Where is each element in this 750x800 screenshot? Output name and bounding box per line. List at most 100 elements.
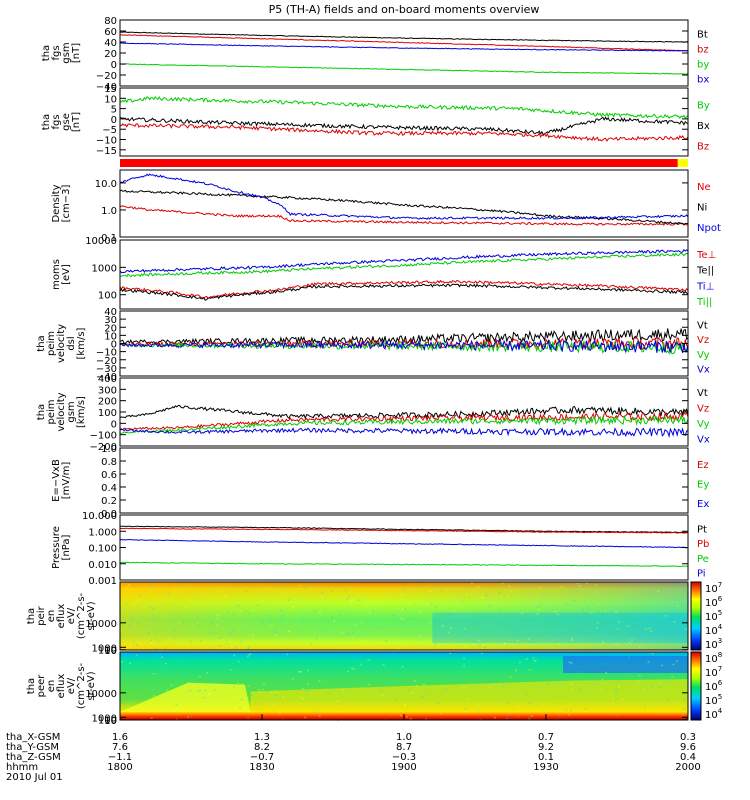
y-axis-label: gsm — [61, 42, 72, 63]
colorbar-label: 103 — [705, 637, 722, 651]
series-vy — [119, 414, 689, 434]
y-axis-label: tha — [41, 45, 52, 61]
flag-segment-1 — [677, 159, 688, 167]
x-row-value: 0.3 — [680, 732, 696, 743]
x-row-value: 8.7 — [396, 742, 412, 753]
panel-frame — [119, 377, 689, 447]
y-tick-label: 1000 — [92, 643, 117, 654]
x-row-value: 1900 — [391, 762, 416, 773]
panel-4: 10000 1000 100 moms [eV] Te⊥ Te|| Ti⊥ Ti|| — [51, 236, 716, 310]
panel-frame — [119, 447, 689, 514]
x-row-value: 8.2 — [254, 742, 270, 753]
y-tick-label: 0 — [111, 60, 117, 71]
y-tick-label: 40 — [104, 38, 117, 49]
y-axis-label: peer — [36, 674, 47, 698]
colorbar-label: 105 — [705, 693, 722, 707]
series-ti — [119, 248, 689, 274]
y-tick-label: 0.100 — [88, 544, 117, 555]
y-tick-label: 100 — [98, 716, 117, 727]
y-axis-label: eV/ — [66, 607, 77, 624]
legend-entry: Npot — [697, 223, 721, 234]
y-axis-label: peim — [46, 331, 57, 356]
series-vz — [119, 337, 689, 351]
y-tick-label: −30 — [96, 364, 117, 375]
y-axis-label: tha — [41, 114, 52, 130]
y-axis-label: tha — [36, 404, 47, 420]
y-axis-label: fgs — [51, 45, 62, 60]
colorbar-label: 106 — [705, 595, 723, 609]
x-row-value: 9.6 — [680, 742, 696, 753]
series-bt — [119, 31, 689, 43]
series-by — [119, 96, 689, 120]
legend-entry: Vt — [697, 320, 708, 331]
y-axis-label: Pressure — [51, 526, 62, 569]
legend-entry: Ex — [697, 499, 709, 510]
panel-frame — [119, 87, 689, 157]
y-axis-label: tha — [36, 335, 47, 351]
legend-entry: Ni — [697, 203, 707, 214]
y-axis-label: velocity — [56, 324, 67, 363]
series-ni — [119, 189, 689, 226]
y-tick-label: 80 — [104, 16, 117, 27]
x-row-value: −0.7 — [250, 752, 274, 763]
spectrogram-early-band — [120, 682, 251, 712]
spectrogram-shading — [120, 582, 688, 650]
y-axis-label: en — [46, 610, 57, 623]
series-ne — [119, 205, 688, 226]
y-axis-label: sr-eV) — [86, 601, 97, 630]
y-tick-label: 0.8 — [101, 457, 117, 468]
spectrogram-lowflux-region — [432, 612, 688, 644]
flag-segment-0 — [120, 159, 678, 167]
legend-entry: Ey — [697, 480, 709, 491]
y-tick-label: −20 — [96, 71, 117, 82]
colorbar-9 — [690, 581, 702, 651]
y-tick-label: 60 — [104, 27, 117, 38]
y-axis-label: (cm^2-s- — [76, 662, 87, 709]
y-tick-label: 0.001 — [88, 576, 117, 587]
y-axis-label: [nT] — [71, 43, 82, 63]
series-by — [119, 63, 689, 75]
y-tick-label: −15 — [96, 146, 117, 157]
date-label: 2010 Jul 01 — [6, 772, 63, 783]
legend-entry: Pb — [697, 539, 709, 550]
y-tick-label: 0.2 — [101, 496, 117, 507]
y-tick-label: 10 — [104, 716, 117, 727]
series-npot — [119, 173, 689, 220]
legend-entry: Vy — [697, 419, 710, 430]
legend-entry: Vz — [697, 335, 709, 346]
y-tick-label: 15 — [104, 84, 117, 95]
colorbar-label: 104 — [705, 707, 723, 721]
legend-entry: Pt — [697, 524, 707, 535]
series-te — [119, 283, 689, 301]
x-row-value: 1830 — [249, 762, 274, 773]
x-row-label: tha_Y-GSM — [6, 742, 59, 753]
y-axis-label: [cm−3] — [61, 185, 72, 223]
panel-3: 10.0 1.0 0.1 Density [cm−3] Ne Ni Npot — [51, 169, 721, 244]
x-row-value: 0.4 — [680, 752, 696, 763]
y-tick-label: 10 — [104, 646, 117, 657]
legend-entry: by — [697, 60, 709, 71]
y-tick-label: −20 — [96, 356, 117, 367]
y-tick-label: −40 — [96, 372, 117, 383]
colorbar-label: 106 — [705, 679, 723, 693]
y-tick-label: 0.6 — [101, 470, 117, 481]
y-axis-label: eflux — [56, 604, 67, 629]
chart-title: P5 (TH-A) fields and on-board moments ov… — [269, 3, 540, 16]
y-tick-label: 0 — [111, 115, 117, 126]
y-axis-label: [nT] — [71, 112, 82, 132]
legend-entry: Vx — [697, 365, 710, 376]
legend-entry: Te|| — [696, 266, 714, 277]
series-bz — [119, 123, 689, 142]
x-row-value: 2000 — [675, 762, 700, 773]
y-tick-label: 1000 — [92, 713, 117, 724]
legend-entry: Vt — [697, 388, 708, 399]
y-tick-label: −200 — [90, 442, 117, 453]
y-tick-label: 200 — [98, 397, 117, 408]
y-axis-label: [nPa] — [61, 534, 72, 560]
y-axis-label: [km/s] — [76, 327, 87, 359]
legend-entry: Vy — [697, 350, 710, 361]
x-row-value: −1.1 — [108, 752, 132, 763]
